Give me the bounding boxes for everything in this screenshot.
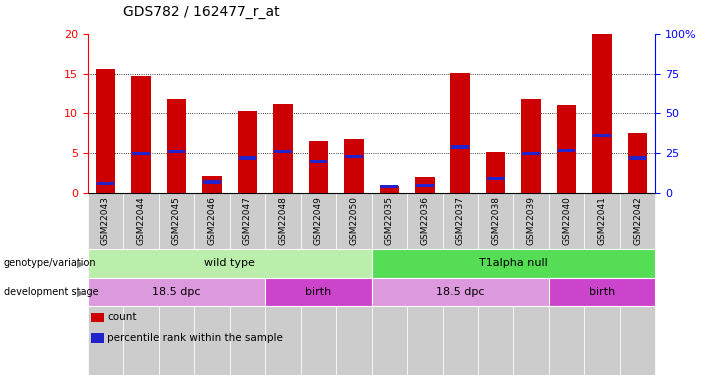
Bar xyxy=(194,193,230,375)
Bar xyxy=(620,193,655,375)
Bar xyxy=(379,186,399,193)
Bar xyxy=(522,99,541,193)
Text: ▶: ▶ xyxy=(76,287,84,297)
Bar xyxy=(132,152,149,155)
Text: development stage: development stage xyxy=(4,287,98,297)
Bar xyxy=(549,193,585,375)
Text: ▶: ▶ xyxy=(76,258,84,268)
Bar xyxy=(274,150,292,153)
Bar xyxy=(407,193,442,375)
Bar xyxy=(416,184,433,187)
Bar xyxy=(88,193,123,375)
Bar xyxy=(628,134,648,193)
Bar xyxy=(558,148,576,152)
Bar xyxy=(415,177,435,193)
Bar xyxy=(344,139,364,193)
Text: percentile rank within the sample: percentile rank within the sample xyxy=(107,333,283,343)
Bar xyxy=(372,193,407,375)
Bar xyxy=(123,193,158,375)
Bar xyxy=(238,111,257,193)
Bar xyxy=(230,193,265,375)
Bar xyxy=(522,152,540,155)
Bar xyxy=(265,193,301,375)
Bar xyxy=(97,182,114,185)
Bar xyxy=(168,150,185,153)
Bar xyxy=(585,193,620,375)
Bar xyxy=(557,105,576,193)
Bar xyxy=(310,160,327,163)
Text: wild type: wild type xyxy=(204,258,255,268)
Text: count: count xyxy=(107,312,137,322)
Bar xyxy=(451,73,470,193)
Text: 18.5 dpc: 18.5 dpc xyxy=(152,287,200,297)
Text: genotype/variation: genotype/variation xyxy=(4,258,96,268)
Text: birth: birth xyxy=(305,287,332,297)
Bar xyxy=(158,193,194,375)
Bar xyxy=(487,177,505,180)
Bar xyxy=(381,185,398,188)
Bar xyxy=(629,156,646,160)
Text: T1alpha null: T1alpha null xyxy=(479,258,548,268)
Bar xyxy=(345,155,362,158)
Bar xyxy=(167,99,186,193)
Bar xyxy=(203,180,221,184)
Text: 18.5 dpc: 18.5 dpc xyxy=(436,287,484,297)
Bar xyxy=(308,141,328,193)
Bar xyxy=(131,76,151,193)
Bar xyxy=(95,69,115,193)
Bar xyxy=(451,146,469,148)
Bar xyxy=(273,104,292,193)
Bar xyxy=(594,134,611,137)
Bar xyxy=(301,193,336,375)
Bar xyxy=(442,193,478,375)
Bar xyxy=(202,176,222,193)
Bar xyxy=(486,152,505,193)
Bar xyxy=(478,193,514,375)
Text: GDS782 / 162477_r_at: GDS782 / 162477_r_at xyxy=(123,5,279,19)
Text: birth: birth xyxy=(589,287,615,297)
Bar xyxy=(238,156,256,160)
Bar xyxy=(592,34,612,193)
Bar xyxy=(514,193,549,375)
Bar xyxy=(336,193,372,375)
